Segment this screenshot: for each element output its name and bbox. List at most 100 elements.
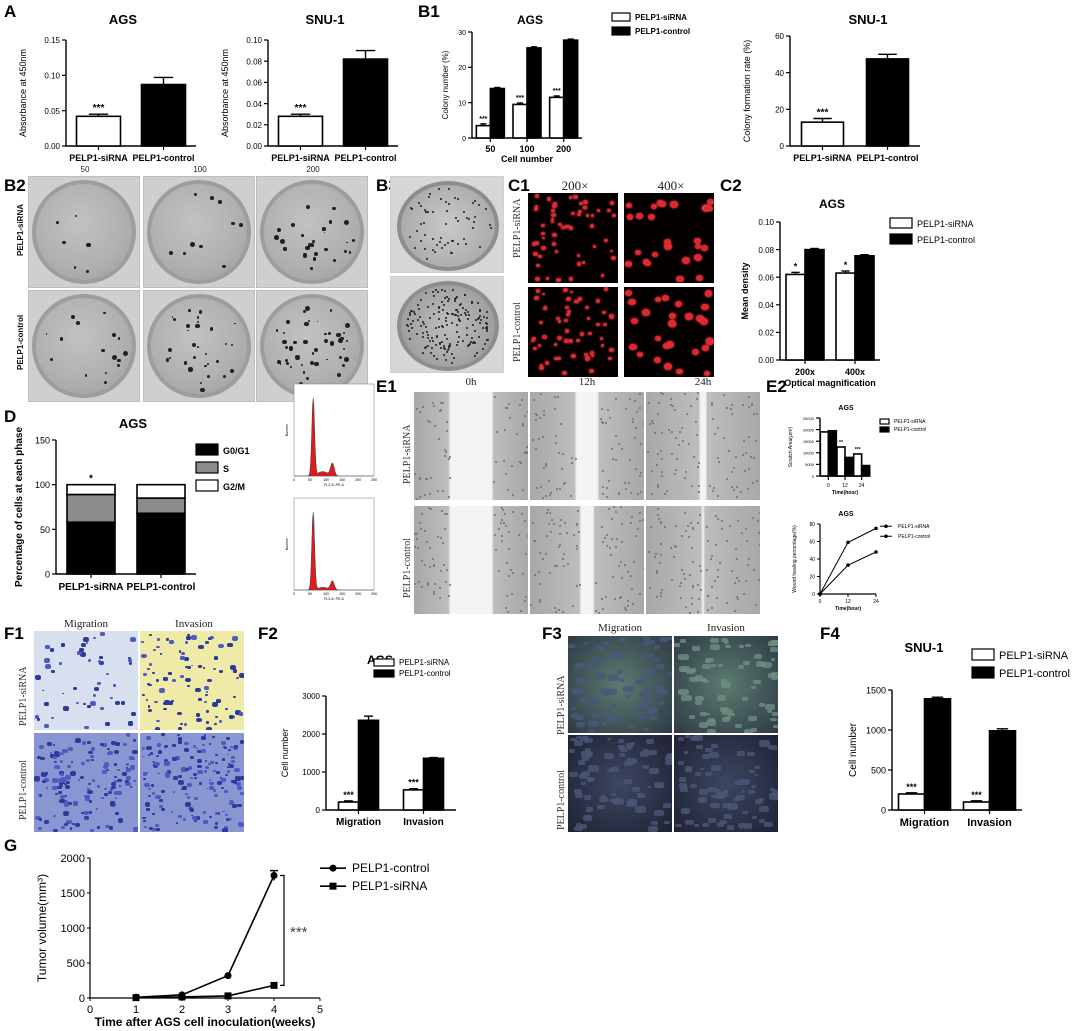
stained-cell bbox=[149, 752, 154, 756]
cell-speckle bbox=[448, 583, 451, 586]
cell-speckle bbox=[427, 419, 430, 422]
colony-dot bbox=[474, 199, 477, 202]
y-tick-label: 1500 bbox=[61, 888, 85, 900]
stained-cell bbox=[232, 636, 238, 642]
stained-cell bbox=[181, 651, 186, 655]
stained-cell bbox=[125, 763, 129, 767]
cell-speckle bbox=[628, 481, 631, 484]
stained-cell bbox=[741, 697, 748, 701]
cell-speckle bbox=[429, 566, 432, 569]
stained-cell bbox=[101, 769, 108, 774]
legend-swatch bbox=[373, 669, 395, 678]
bar bbox=[860, 464, 871, 477]
stained-cell bbox=[53, 815, 56, 818]
cell-speckle bbox=[755, 439, 758, 442]
colony-dot bbox=[324, 247, 328, 251]
cell-nucleus bbox=[604, 238, 608, 242]
stained-cell bbox=[64, 785, 70, 790]
colony-dot bbox=[290, 223, 295, 228]
stained-cell bbox=[82, 637, 89, 642]
cell-speckle bbox=[634, 426, 637, 429]
y-tick-label: 20000 bbox=[803, 427, 815, 432]
stained-cell bbox=[574, 793, 583, 799]
stained-cell bbox=[582, 641, 589, 645]
x-tick-label: 0 bbox=[827, 483, 830, 489]
stained-cell bbox=[696, 744, 703, 749]
cell-nucleus bbox=[599, 337, 603, 340]
series-line bbox=[819, 551, 877, 595]
cell-speckle bbox=[609, 553, 612, 556]
colony-dot bbox=[312, 257, 317, 261]
cell-nucleus bbox=[702, 345, 709, 351]
cell-speckle bbox=[642, 518, 644, 521]
cell-speckle bbox=[638, 474, 641, 477]
stained-cell bbox=[110, 787, 113, 790]
data-point bbox=[846, 540, 850, 545]
stained-cell bbox=[166, 638, 170, 641]
colony-dot bbox=[441, 289, 444, 292]
colony-dot bbox=[435, 336, 438, 339]
stained-cell bbox=[168, 671, 172, 675]
stained-cell bbox=[205, 710, 210, 714]
colony-dot bbox=[456, 340, 459, 343]
y-tick-label: 0 bbox=[79, 993, 85, 1005]
cell-speckle bbox=[684, 471, 687, 474]
cell-nucleus bbox=[557, 223, 562, 227]
stained-cell bbox=[203, 734, 207, 737]
cell-nucleus bbox=[589, 223, 595, 228]
colony-dot bbox=[302, 253, 308, 258]
stained-cell bbox=[727, 825, 735, 830]
cell-speckle bbox=[733, 581, 736, 584]
x-tick-label: 12 bbox=[845, 599, 851, 605]
colony-dot bbox=[326, 358, 328, 361]
cell-speckle bbox=[716, 495, 719, 498]
cell-speckle bbox=[525, 452, 528, 455]
cell-speckle bbox=[612, 576, 615, 579]
stained-cell bbox=[620, 747, 628, 753]
cell-nucleus bbox=[542, 236, 546, 240]
cell-speckle bbox=[657, 483, 660, 486]
stained-cell bbox=[588, 729, 596, 733]
colony-dot bbox=[445, 200, 448, 203]
colony-dot bbox=[329, 309, 333, 312]
colony-dot bbox=[441, 309, 444, 312]
cell-speckle bbox=[505, 472, 508, 475]
stained-cell bbox=[46, 786, 49, 789]
colony-dot bbox=[451, 321, 454, 324]
stained-cell bbox=[205, 726, 212, 730]
stained-cell bbox=[104, 787, 108, 791]
cell-speckle bbox=[576, 544, 579, 547]
cell-speckle bbox=[714, 433, 717, 436]
stained-cell bbox=[698, 789, 709, 795]
colony-dot bbox=[454, 313, 457, 316]
cell-nucleus bbox=[579, 201, 584, 205]
cell-speckle bbox=[613, 506, 616, 509]
stained-cell bbox=[738, 645, 744, 649]
stained-cell bbox=[689, 736, 699, 742]
colony-dot bbox=[231, 222, 235, 226]
colony-dot bbox=[322, 227, 326, 231]
stained-cell bbox=[229, 715, 234, 720]
stained-cell bbox=[664, 755, 672, 762]
cell-speckle bbox=[624, 609, 627, 612]
stained-cell bbox=[178, 780, 185, 785]
colony-dot bbox=[173, 318, 177, 322]
stained-cell bbox=[40, 756, 46, 761]
cell-speckle bbox=[691, 560, 694, 563]
x-tick-label: PELP1-siRNA bbox=[58, 582, 123, 593]
bar bbox=[827, 429, 838, 477]
colony-dot bbox=[445, 359, 447, 362]
colony-dot bbox=[74, 214, 77, 217]
y-axis-label: Tumor volume(mm³) bbox=[35, 874, 49, 982]
cell-speckle bbox=[577, 510, 580, 513]
stained-cell bbox=[103, 762, 110, 768]
colony-dot bbox=[477, 316, 480, 319]
legend-label: PELP1-siRNA bbox=[635, 13, 687, 22]
cell-speckle bbox=[497, 569, 500, 572]
legend-label: PELP1-control bbox=[894, 427, 926, 433]
cell-speckle bbox=[673, 408, 676, 411]
colony-dot bbox=[426, 331, 429, 334]
f1-col-label: Invasion bbox=[175, 618, 213, 630]
cell-speckle bbox=[511, 593, 514, 596]
cell-nucleus bbox=[538, 255, 542, 259]
